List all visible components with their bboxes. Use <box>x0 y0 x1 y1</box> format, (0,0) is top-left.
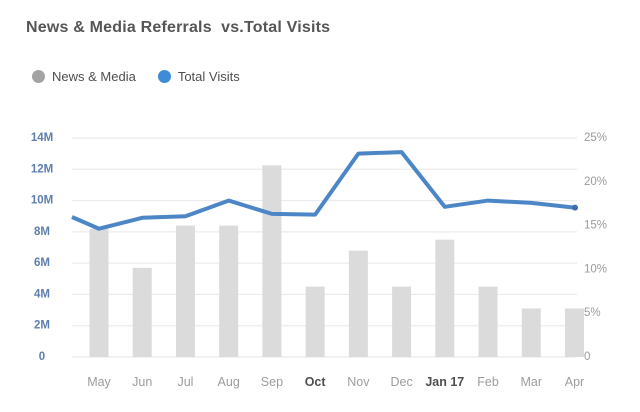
left-axis-tick: 0 <box>39 351 45 363</box>
total-visits-line <box>71 150 578 231</box>
x-axis-label-feb: Feb <box>477 375 499 389</box>
left-axis-tick: 4M <box>34 288 50 300</box>
left-axis-tick: 8M <box>34 226 50 238</box>
bar-oct <box>305 286 325 357</box>
news-media-bars <box>89 165 584 357</box>
x-axis-label-mar: Mar <box>521 375 543 389</box>
bar-aug <box>219 225 239 357</box>
x-axis-labels: May Jun Jul Aug Sep Oct Nov Dec Jan 17 Feb Mar Apr <box>87 375 584 389</box>
legend-label-news-media: News & Media <box>52 69 136 84</box>
line-end-dot <box>572 204 578 211</box>
left-axis-tick: 10M <box>31 195 53 207</box>
legend-item-total-visits[interactable]: Total Visits <box>157 69 240 84</box>
bar-may <box>89 228 109 357</box>
legend-dot-news-media-icon <box>32 70 45 83</box>
right-axis-tick: 20% <box>584 176 607 188</box>
chart-title: News & Media Referrals vs.Total Visits <box>26 19 331 36</box>
left-axis-tick: 6M <box>34 257 50 269</box>
right-axis-tick: 25% <box>584 132 607 144</box>
legend-item-news-media[interactable]: News & Media <box>32 69 136 84</box>
left-axis-labels: 14M 12M 10M 8M 6M 4M 2M 0 <box>31 132 53 363</box>
right-axis-tick: 10% <box>584 263 607 275</box>
bar-nov <box>348 250 368 357</box>
total-visits-polyline <box>71 150 577 231</box>
right-axis-tick: 15% <box>584 220 607 232</box>
bar-sep <box>262 165 282 357</box>
left-axis-tick: 14M <box>31 132 53 144</box>
bar-jan-17 <box>435 239 455 357</box>
x-axis-label-oct: Oct <box>305 375 327 389</box>
x-axis-label-jul: Jul <box>177 375 193 389</box>
x-axis-label-aug: Aug <box>218 375 240 389</box>
left-axis-tick: 2M <box>34 320 50 332</box>
right-axis-tick: 0 <box>584 351 590 363</box>
chart-legend: News & Media Total Visits <box>32 69 240 84</box>
bar-dec <box>392 286 412 357</box>
bar-feb <box>478 286 498 357</box>
x-axis-label-apr: Apr <box>565 375 584 389</box>
x-axis-label-jan-17: Jan 17 <box>425 375 464 389</box>
right-axis-labels: 25% 20% 15% 10% 5% 0 <box>584 132 607 363</box>
bar-apr <box>565 308 584 357</box>
right-axis-tick: 5% <box>584 307 601 319</box>
x-axis-label-dec: Dec <box>390 375 412 389</box>
x-axis-label-jun: Jun <box>132 375 152 389</box>
legend-label-total-visits: Total Visits <box>177 69 240 84</box>
bar-jun <box>132 267 152 357</box>
bar-mar <box>521 308 541 357</box>
x-axis-label-sep: Sep <box>261 375 283 389</box>
x-axis-label-nov: Nov <box>347 375 370 389</box>
left-axis-tick: 12M <box>31 163 53 175</box>
bar-jul <box>175 225 195 357</box>
x-axis-label-may: May <box>87 375 111 389</box>
legend-dot-total-visits-icon <box>157 70 171 83</box>
